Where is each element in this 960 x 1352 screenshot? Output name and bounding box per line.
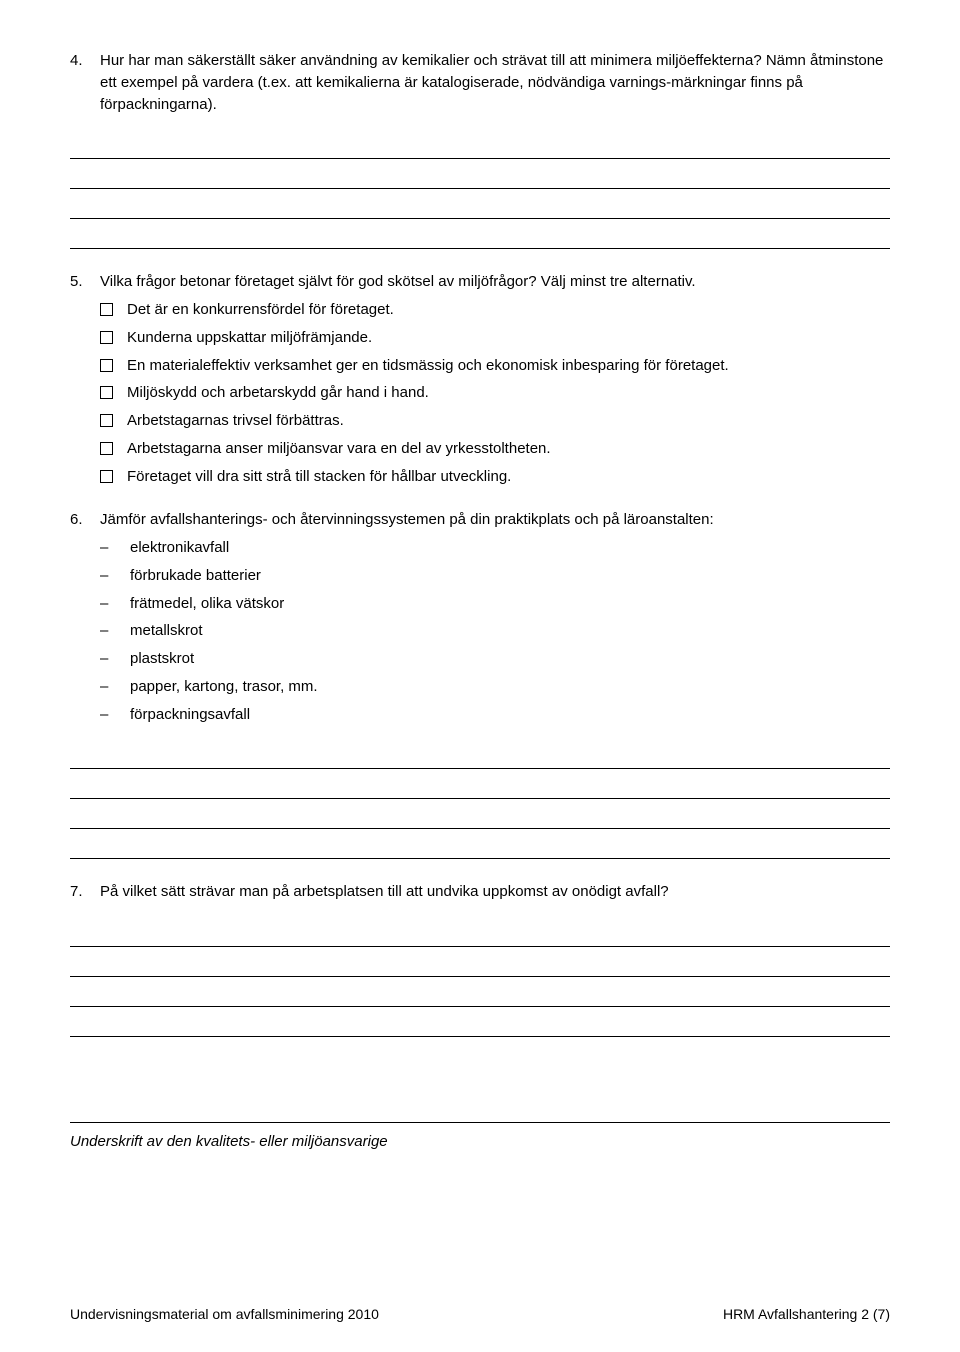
checkbox[interactable] — [100, 442, 113, 455]
answer-line[interactable] — [70, 769, 890, 799]
checkbox-row: En materialeffektiv verksamhet ger en ti… — [70, 355, 890, 377]
page-footer: Undervisningsmaterial om avfallsminimeri… — [70, 1304, 890, 1324]
question-7-answer-lines — [70, 917, 890, 1037]
checkbox-row: Kunderna uppskattar miljöfrämjande. — [70, 327, 890, 349]
bullet-label: elektronikavfall — [130, 537, 890, 559]
question-5-row: 5. Vilka frågor betonar företaget självt… — [70, 271, 890, 293]
footer-right: HRM Avfallshantering 2 (7) — [723, 1304, 890, 1324]
checkbox-row: Miljöskydd och arbetarskydd går hand i h… — [70, 382, 890, 404]
checkbox-label: Företaget vill dra sitt strå till stacke… — [127, 466, 890, 488]
checkbox-row: Arbetstagarnas trivsel förbättras. — [70, 410, 890, 432]
answer-line[interactable] — [70, 159, 890, 189]
question-6-row: 6. Jämför avfallshanterings- och återvin… — [70, 509, 890, 531]
checkbox-row: Det är en konkurrensfördel för företaget… — [70, 299, 890, 321]
bullet-dash: – — [100, 648, 130, 670]
question-7-number: 7. — [70, 881, 100, 903]
answer-line[interactable] — [70, 829, 890, 859]
question-4-text: Hur har man säkerställt säker användning… — [100, 50, 890, 115]
bullet-dash: – — [100, 676, 130, 698]
question-6: 6. Jämför avfallshanterings- och återvin… — [70, 509, 890, 859]
checkbox[interactable] — [100, 359, 113, 372]
checkbox[interactable] — [100, 303, 113, 316]
bullet-dash: – — [100, 565, 130, 587]
bullet-label: frätmedel, olika vätskor — [130, 593, 890, 615]
answer-line[interactable] — [70, 977, 890, 1007]
answer-line[interactable] — [70, 189, 890, 219]
signature-label: Underskrift av den kvalitets- eller milj… — [70, 1131, 890, 1153]
bullet-dash: – — [100, 593, 130, 615]
bullet-label: metallskrot — [130, 620, 890, 642]
bullet-label: förpackningsavfall — [130, 704, 890, 726]
question-4: 4. Hur har man säkerställt säker användn… — [70, 50, 890, 249]
bullet-row: – förbrukade batterier — [70, 565, 890, 587]
bullet-label: förbrukade batterier — [130, 565, 890, 587]
question-4-row: 4. Hur har man säkerställt säker användn… — [70, 50, 890, 115]
bullet-dash: – — [100, 704, 130, 726]
question-7: 7. På vilket sätt strävar man på arbetsp… — [70, 881, 890, 1037]
answer-line[interactable] — [70, 739, 890, 769]
bullet-row: – plastskrot — [70, 648, 890, 670]
checkbox-label: Miljöskydd och arbetarskydd går hand i h… — [127, 382, 890, 404]
checkbox[interactable] — [100, 470, 113, 483]
bullet-dash: – — [100, 620, 130, 642]
answer-line[interactable] — [70, 1007, 890, 1037]
answer-line[interactable] — [70, 799, 890, 829]
bullet-row: – frätmedel, olika vätskor — [70, 593, 890, 615]
question-5-number: 5. — [70, 271, 100, 293]
checkbox-row: Arbetstagarna anser miljöansvar vara en … — [70, 438, 890, 460]
signature-block: Underskrift av den kvalitets- eller milj… — [70, 1097, 890, 1153]
bullet-row: – metallskrot — [70, 620, 890, 642]
checkbox-label: En materialeffektiv verksamhet ger en ti… — [127, 355, 890, 377]
checkbox-label: Arbetstagarnas trivsel förbättras. — [127, 410, 890, 432]
checkbox[interactable] — [100, 331, 113, 344]
question-7-row: 7. På vilket sätt strävar man på arbetsp… — [70, 881, 890, 903]
bullet-row: – papper, kartong, trasor, mm. — [70, 676, 890, 698]
question-7-text: På vilket sätt strävar man på arbetsplat… — [100, 881, 890, 903]
question-6-answer-lines — [70, 739, 890, 859]
answer-line[interactable] — [70, 129, 890, 159]
checkbox-label: Kunderna uppskattar miljöfrämjande. — [127, 327, 890, 349]
question-4-answer-lines — [70, 129, 890, 249]
bullet-label: papper, kartong, trasor, mm. — [130, 676, 890, 698]
checkbox[interactable] — [100, 414, 113, 427]
checkbox-row: Företaget vill dra sitt strå till stacke… — [70, 466, 890, 488]
answer-line[interactable] — [70, 947, 890, 977]
question-5-text: Vilka frågor betonar företaget självt fö… — [100, 271, 890, 293]
question-5-options: Det är en konkurrensfördel för företaget… — [70, 299, 890, 487]
answer-line[interactable] — [70, 917, 890, 947]
checkbox-label: Arbetstagarna anser miljöansvar vara en … — [127, 438, 890, 460]
checkbox[interactable] — [100, 386, 113, 399]
answer-line[interactable] — [70, 219, 890, 249]
question-5: 5. Vilka frågor betonar företaget självt… — [70, 271, 890, 487]
question-6-bullets: – elektronikavfall – förbrukade batterie… — [70, 537, 890, 725]
question-6-text: Jämför avfallshanterings- och återvinnin… — [100, 509, 890, 531]
bullet-row: – elektronikavfall — [70, 537, 890, 559]
footer-left: Undervisningsmaterial om avfallsminimeri… — [70, 1304, 379, 1324]
question-6-number: 6. — [70, 509, 100, 531]
bullet-label: plastskrot — [130, 648, 890, 670]
question-4-number: 4. — [70, 50, 100, 72]
bullet-row: – förpackningsavfall — [70, 704, 890, 726]
checkbox-label: Det är en konkurrensfördel för företaget… — [127, 299, 890, 321]
bullet-dash: – — [100, 537, 130, 559]
signature-line[interactable] — [70, 1097, 890, 1123]
